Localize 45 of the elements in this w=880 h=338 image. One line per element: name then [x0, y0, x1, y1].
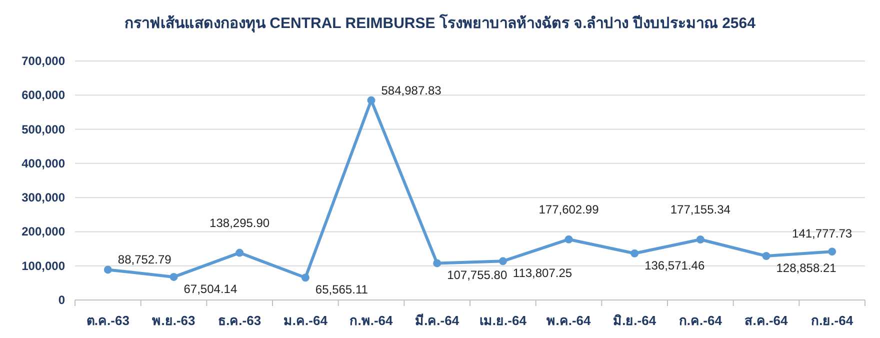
- point: [170, 272, 178, 281]
- data-label: 584,987.83: [381, 83, 442, 98]
- point: [301, 274, 310, 282]
- x-tick-label: ก.ค.-64: [678, 313, 723, 328]
- point: [762, 252, 770, 260]
- x-tick-label: ก.พ.-64: [350, 313, 394, 328]
- x-tick-label: เม.ย.-64: [479, 313, 528, 328]
- data-label: 177,602.99: [538, 202, 600, 216]
- point: [236, 248, 244, 257]
- x-tick-label: ธ.ค.-63: [218, 313, 262, 328]
- x-tick-label: ส.ค.-64: [744, 313, 789, 328]
- x-tick-label: พ.ค.-64: [546, 313, 592, 328]
- point: [828, 248, 836, 256]
- y-tick-label: 400,000: [22, 156, 66, 170]
- data-label: 65,565.11: [315, 282, 368, 297]
- y-tick-label: 100,000: [22, 258, 66, 273]
- point: [498, 257, 507, 266]
- x-tick-label: ก.ย.-64: [811, 313, 854, 328]
- point: [367, 96, 376, 104]
- data-label: 141,777.73: [792, 226, 852, 241]
- data-label: 136,571.46: [644, 258, 705, 272]
- data-label: 107,755.80: [447, 268, 508, 282]
- x-tick-label: มิ.ย.-64: [613, 313, 657, 328]
- point: [564, 235, 573, 244]
- point: [433, 259, 442, 268]
- x-tick-label: ต.ค.-63: [86, 313, 130, 328]
- x-tick-label: พ.ย.-63: [152, 313, 196, 328]
- data-label: 88,752.79: [118, 252, 172, 267]
- data-label: 67,504.14: [184, 282, 238, 296]
- point: [104, 266, 112, 274]
- x-tick-label: ม.ค.-64: [283, 313, 328, 328]
- y-tick-label: 0: [58, 293, 66, 307]
- data-label: 138,295.90: [210, 216, 270, 230]
- y-tick-label: 600,000: [22, 88, 66, 102]
- data-label: 128,858.21: [776, 261, 837, 276]
- y-tick-label: 300,000: [22, 190, 66, 205]
- point: [630, 249, 639, 258]
- point: [696, 236, 704, 244]
- chart-title: กราฟเส้นแสดงกองทุน CENTRAL REIMBURSE โรงพยาบาลห้างฉัตร จ.ลำปาง ปีงบประมาณ 2564: [124, 13, 756, 33]
- data-label: 177,155.34: [670, 202, 731, 217]
- y-tick-label: 700,000: [22, 54, 66, 68]
- y-tick-label: 500,000: [22, 122, 66, 136]
- x-tick-label: มี.ค.-64: [415, 313, 460, 328]
- data-label: 113,807.25: [512, 266, 572, 280]
- y-tick-label: 200,000: [22, 224, 66, 239]
